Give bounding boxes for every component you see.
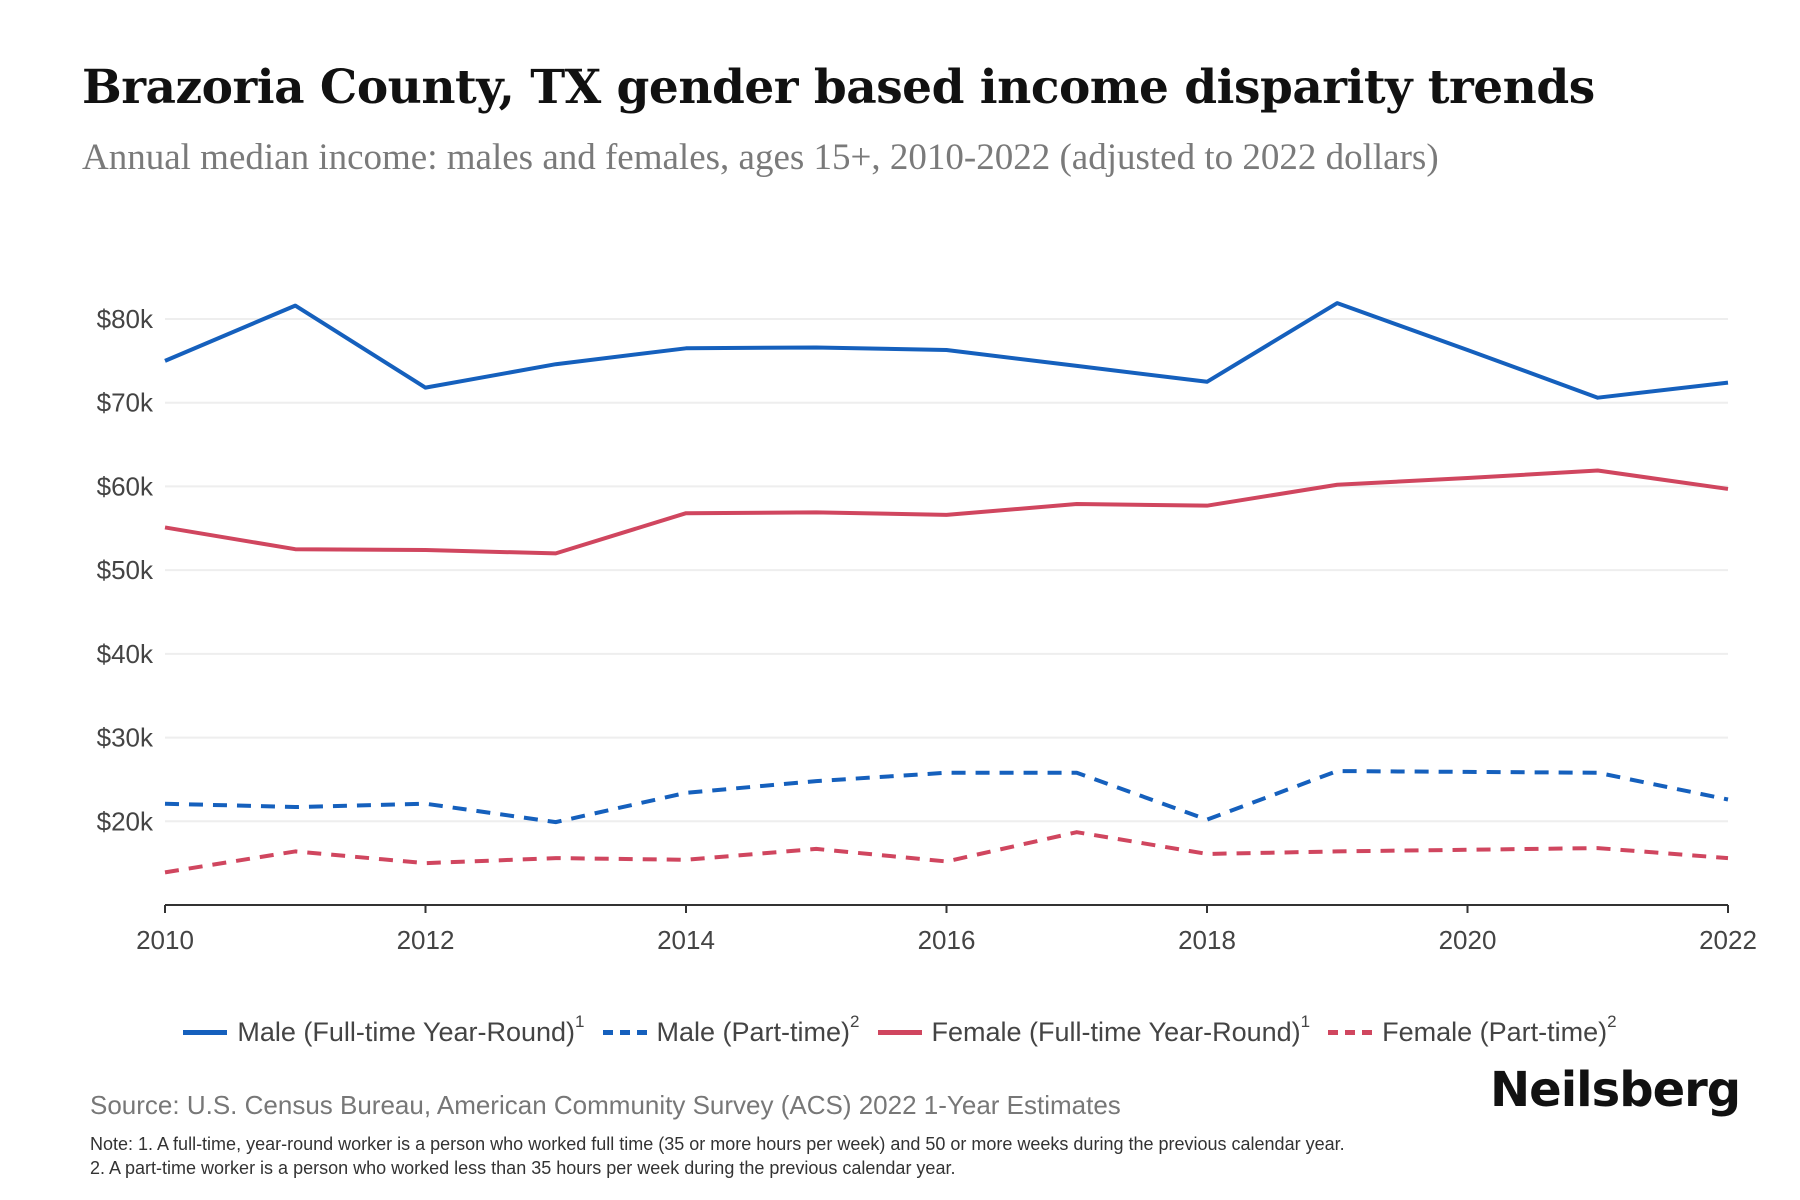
source-text: Source: U.S. Census Bureau, American Com… <box>90 1090 1121 1120</box>
legend-footnote-marker: 1 <box>1300 1012 1311 1031</box>
series-line-male-full-time-year-round <box>164 301 1729 400</box>
y-tick-label: $70k <box>97 388 154 418</box>
y-axis: $20k $30k $40k $50k $60k $70k $80k <box>97 304 154 836</box>
chart-subtitle: Annual median income: males and females,… <box>82 137 1439 178</box>
legend-footnote-marker: 2 <box>1607 1012 1617 1031</box>
legend-label: Male (Full-time Year-Round)1 <box>237 1012 585 1047</box>
legend-footnote-marker: 1 <box>575 1012 585 1031</box>
brand-logo: Neilsberg <box>1490 1062 1741 1118</box>
series-line-male-part-time <box>164 769 1729 825</box>
footnote-2: 2. A part-time worker is a person who wo… <box>90 1158 956 1178</box>
x-axis: 2010 2012 2014 2016 2018 2020 2022 <box>136 904 1757 955</box>
y-tick-label: $60k <box>97 471 154 501</box>
series-line-female-full-time-year-round <box>164 468 1729 556</box>
legend: Male (Full-time Year-Round)1 Male (Part-t… <box>0 1012 1800 1048</box>
x-tick-label: 2022 <box>1699 925 1757 955</box>
legend-item[interactable]: Female (Full-time Year-Round)1 <box>877 1012 1311 1048</box>
y-tick-label: $50k <box>97 555 154 585</box>
dashed-line-swatch-icon <box>1328 1029 1373 1035</box>
legend-label: Male (Part-time)2 <box>656 1012 860 1047</box>
y-tick-label: $30k <box>97 723 154 753</box>
dashed-line-swatch-icon <box>602 1029 647 1035</box>
y-tick-label: $20k <box>97 806 154 836</box>
legend-footnote-marker: 2 <box>850 1012 860 1031</box>
legend-item[interactable]: Female (Part-time)2 <box>1328 1012 1617 1048</box>
y-tick-label: $80k <box>97 304 154 334</box>
line-chart: $20k$30k$40k$50k$60k$70k$80k 2010 2012 201… <box>97 301 1757 955</box>
series-line-female-part-time <box>164 830 1729 875</box>
x-tick-label: 2020 <box>1439 925 1497 955</box>
legend-label: Female (Part-time)2 <box>1382 1012 1617 1047</box>
solid-line-swatch-icon <box>183 1029 228 1035</box>
x-tick-label: 2016 <box>918 925 976 955</box>
legend-item[interactable]: Male (Part-time)2 <box>602 1012 860 1048</box>
series-lines <box>164 301 1729 875</box>
x-tick-label: 2012 <box>397 925 455 955</box>
legend-label: Female (Full-time Year-Round)1 <box>931 1012 1311 1047</box>
x-tick-label: 2018 <box>1178 925 1236 955</box>
y-tick-label: $40k <box>97 639 154 669</box>
legend-item[interactable]: Male (Full-time Year-Round)1 <box>183 1012 585 1048</box>
grid-lines <box>165 318 1728 823</box>
solid-line-swatch-icon <box>877 1029 922 1035</box>
footnote-1: Note: 1. A full-time, year-round worker … <box>90 1134 1345 1154</box>
x-tick-label: 2010 <box>136 925 194 955</box>
x-tick-label: 2014 <box>657 925 715 955</box>
chart-title: Brazoria County, TX gender based income … <box>82 60 1595 115</box>
